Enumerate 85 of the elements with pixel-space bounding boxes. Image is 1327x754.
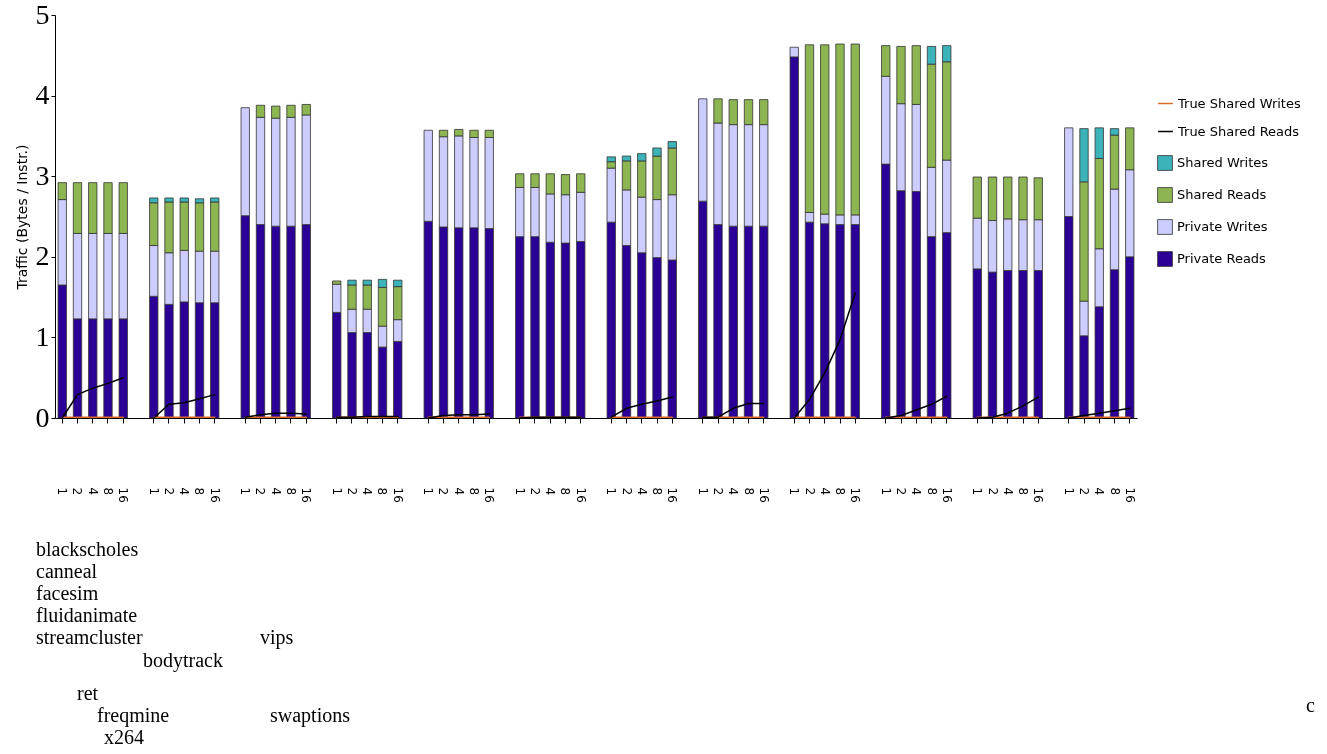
x-tick-label: 8	[467, 487, 481, 496]
x-tick-label: 16	[756, 487, 771, 503]
text: x264	[104, 726, 144, 748]
legend-label: Shared Reads	[1177, 187, 1267, 202]
text: vips	[260, 626, 294, 648]
x-tick-label: 8	[192, 487, 207, 496]
legend-label: Shared Writes	[1177, 155, 1269, 170]
x-tick-label: 16	[207, 487, 222, 503]
x-tick-label: 4	[634, 487, 649, 496]
x-tick-label: 2	[985, 487, 1000, 496]
x-tick-label: 1	[1061, 487, 1076, 496]
x-tick-label: 1	[329, 487, 344, 496]
x-tick-label: 1	[421, 487, 436, 496]
x-tick-label: 8	[1016, 487, 1030, 496]
x-tick-label: 16	[482, 487, 497, 503]
x-tick-label: 8	[833, 487, 847, 496]
y-tick-label: 3	[35, 159, 50, 191]
x-tick-label: 4	[177, 487, 192, 496]
x-tick-label: 8	[284, 487, 298, 496]
x-tick-label: 4	[817, 487, 832, 496]
x-tick-label: 4	[1092, 487, 1107, 496]
x-tick-label: 8	[375, 487, 390, 496]
x-tick-label: 4	[360, 487, 375, 496]
text: bodytrack	[143, 649, 223, 671]
x-tick-label: 2	[619, 487, 634, 496]
y-tick-label: 5	[35, 0, 50, 30]
x-tick-label: 2	[711, 487, 725, 496]
y-tick-label: 0	[35, 401, 50, 433]
text: swaptions	[270, 704, 350, 726]
y-tick-label: 1	[35, 320, 50, 352]
x-tick-label: 2	[253, 487, 268, 496]
x-tick-label: 1	[146, 487, 161, 496]
x-tick-label: 8	[100, 487, 115, 496]
x-tick-label: 4	[85, 487, 100, 496]
x-tick-label: 16	[1122, 487, 1137, 503]
text: blackscholes	[36, 538, 139, 560]
legend-label: Private Reads	[1177, 251, 1267, 266]
x-tick-label: 16	[116, 487, 131, 503]
x-tick-label: 4	[909, 487, 924, 496]
x-tick-label: 1	[512, 487, 527, 496]
x-tick-label: 1	[238, 487, 253, 496]
x-tick-label: 16	[848, 487, 863, 503]
x-tick-label: 8	[1107, 487, 1122, 496]
x-tick-label: 4	[451, 487, 466, 496]
x-tick-label: 1	[604, 487, 619, 496]
x-tick-label: 16	[390, 487, 405, 503]
text: freqmine	[97, 704, 170, 726]
text: c	[1306, 694, 1315, 716]
x-tick-label: 2	[802, 487, 817, 496]
legend-label: Private Writes	[1177, 219, 1268, 234]
x-tick-label: 1	[970, 487, 985, 496]
y-tick-label: 4	[35, 79, 50, 111]
x-tick-label: 1	[695, 487, 710, 496]
text: ret	[77, 682, 99, 704]
y-axis-title: Traffic (Bytes / Instr.)	[13, 144, 30, 291]
x-tick-label: 8	[924, 487, 939, 496]
x-tick-label: 8	[741, 487, 756, 496]
x-tick-label: 2	[70, 487, 85, 496]
x-tick-label: 16	[1031, 487, 1046, 503]
x-tick-label: 4	[543, 487, 558, 496]
x-tick-label: 2	[162, 487, 176, 496]
x-tick-label: 1	[787, 487, 802, 496]
text: fluidanimate	[36, 604, 138, 626]
x-tick-label: 1	[878, 487, 893, 496]
x-tick-label: 16	[573, 487, 588, 503]
x-tick-label: 4	[726, 487, 741, 496]
x-tick-label: 8	[650, 487, 664, 496]
text: streamcluster	[36, 626, 143, 648]
x-tick-label: 2	[345, 487, 359, 496]
x-tick-label: 4	[1000, 487, 1015, 496]
x-tick-label: 2	[894, 487, 908, 496]
x-tick-label: 2	[1077, 487, 1092, 496]
legend-label: True Shared Reads	[1177, 123, 1300, 139]
x-tick-label: 4	[268, 487, 283, 496]
x-tick-label: 16	[665, 487, 680, 503]
x-tick-label: 2	[528, 487, 542, 496]
x-tick-label: 8	[558, 487, 573, 496]
legend-label: True Shared Writes	[1177, 95, 1301, 111]
x-tick-label: 16	[939, 487, 954, 503]
x-tick-label: 1	[55, 487, 70, 496]
x-tick-label: 16	[299, 487, 314, 503]
x-tick-label: 2	[436, 487, 451, 496]
y-tick-label: 2	[35, 240, 50, 272]
text: facesim	[36, 582, 99, 604]
text: canneal	[36, 560, 98, 582]
